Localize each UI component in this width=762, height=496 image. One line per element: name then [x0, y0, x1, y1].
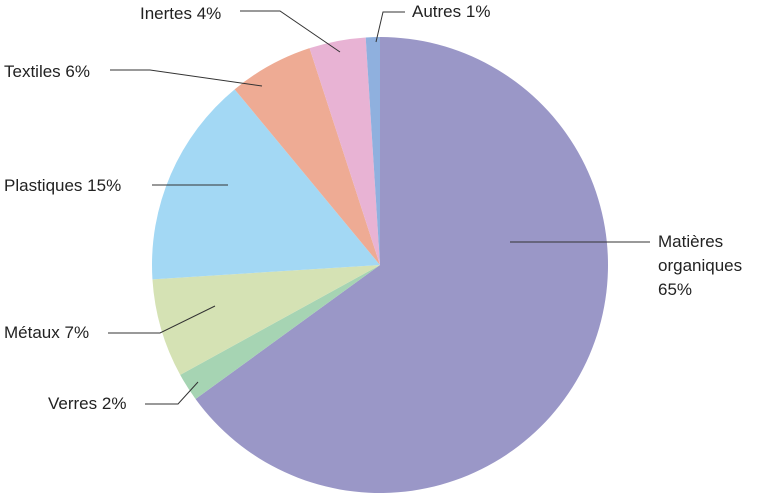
pie-slice	[195, 37, 608, 493]
slice-label: Matières organiques 65%	[658, 230, 758, 302]
value-label: 4%	[196, 4, 222, 23]
value-label: 65%	[658, 280, 693, 299]
leader-line	[145, 381, 199, 405]
leader-line	[240, 10, 341, 53]
category-label: Métaux	[4, 323, 60, 342]
value-label: 6%	[65, 62, 90, 81]
value-label: 7%	[64, 323, 90, 342]
pie-slice	[180, 265, 380, 400]
category-label: Textiles	[4, 62, 61, 81]
category-label: Matières organiques	[658, 232, 743, 275]
slice-label: Verres 2%	[48, 392, 126, 416]
value-label: 2%	[101, 394, 127, 413]
pie-slice	[309, 37, 380, 265]
pie-slice	[152, 89, 380, 280]
category-label: Autres	[412, 2, 462, 21]
category-label: Inertes	[140, 4, 192, 23]
pie-slice	[152, 265, 380, 375]
value-label: 1%	[465, 2, 491, 21]
slice-label: Autres 1%	[412, 0, 490, 24]
leader-line	[375, 11, 405, 43]
category-label: Plastiques	[4, 176, 83, 195]
category-label: Verres	[48, 394, 98, 413]
value-label: 15%	[87, 176, 122, 195]
pie-slice	[365, 37, 380, 265]
slice-label: Textiles 6%	[4, 60, 90, 84]
leader-line	[108, 305, 216, 334]
leader-line	[110, 69, 263, 87]
slice-label: Plastiques 15%	[4, 174, 121, 198]
slice-label: Métaux 7%	[4, 321, 89, 345]
pie-slice	[234, 48, 380, 265]
slice-label: Inertes 4%	[140, 2, 221, 26]
